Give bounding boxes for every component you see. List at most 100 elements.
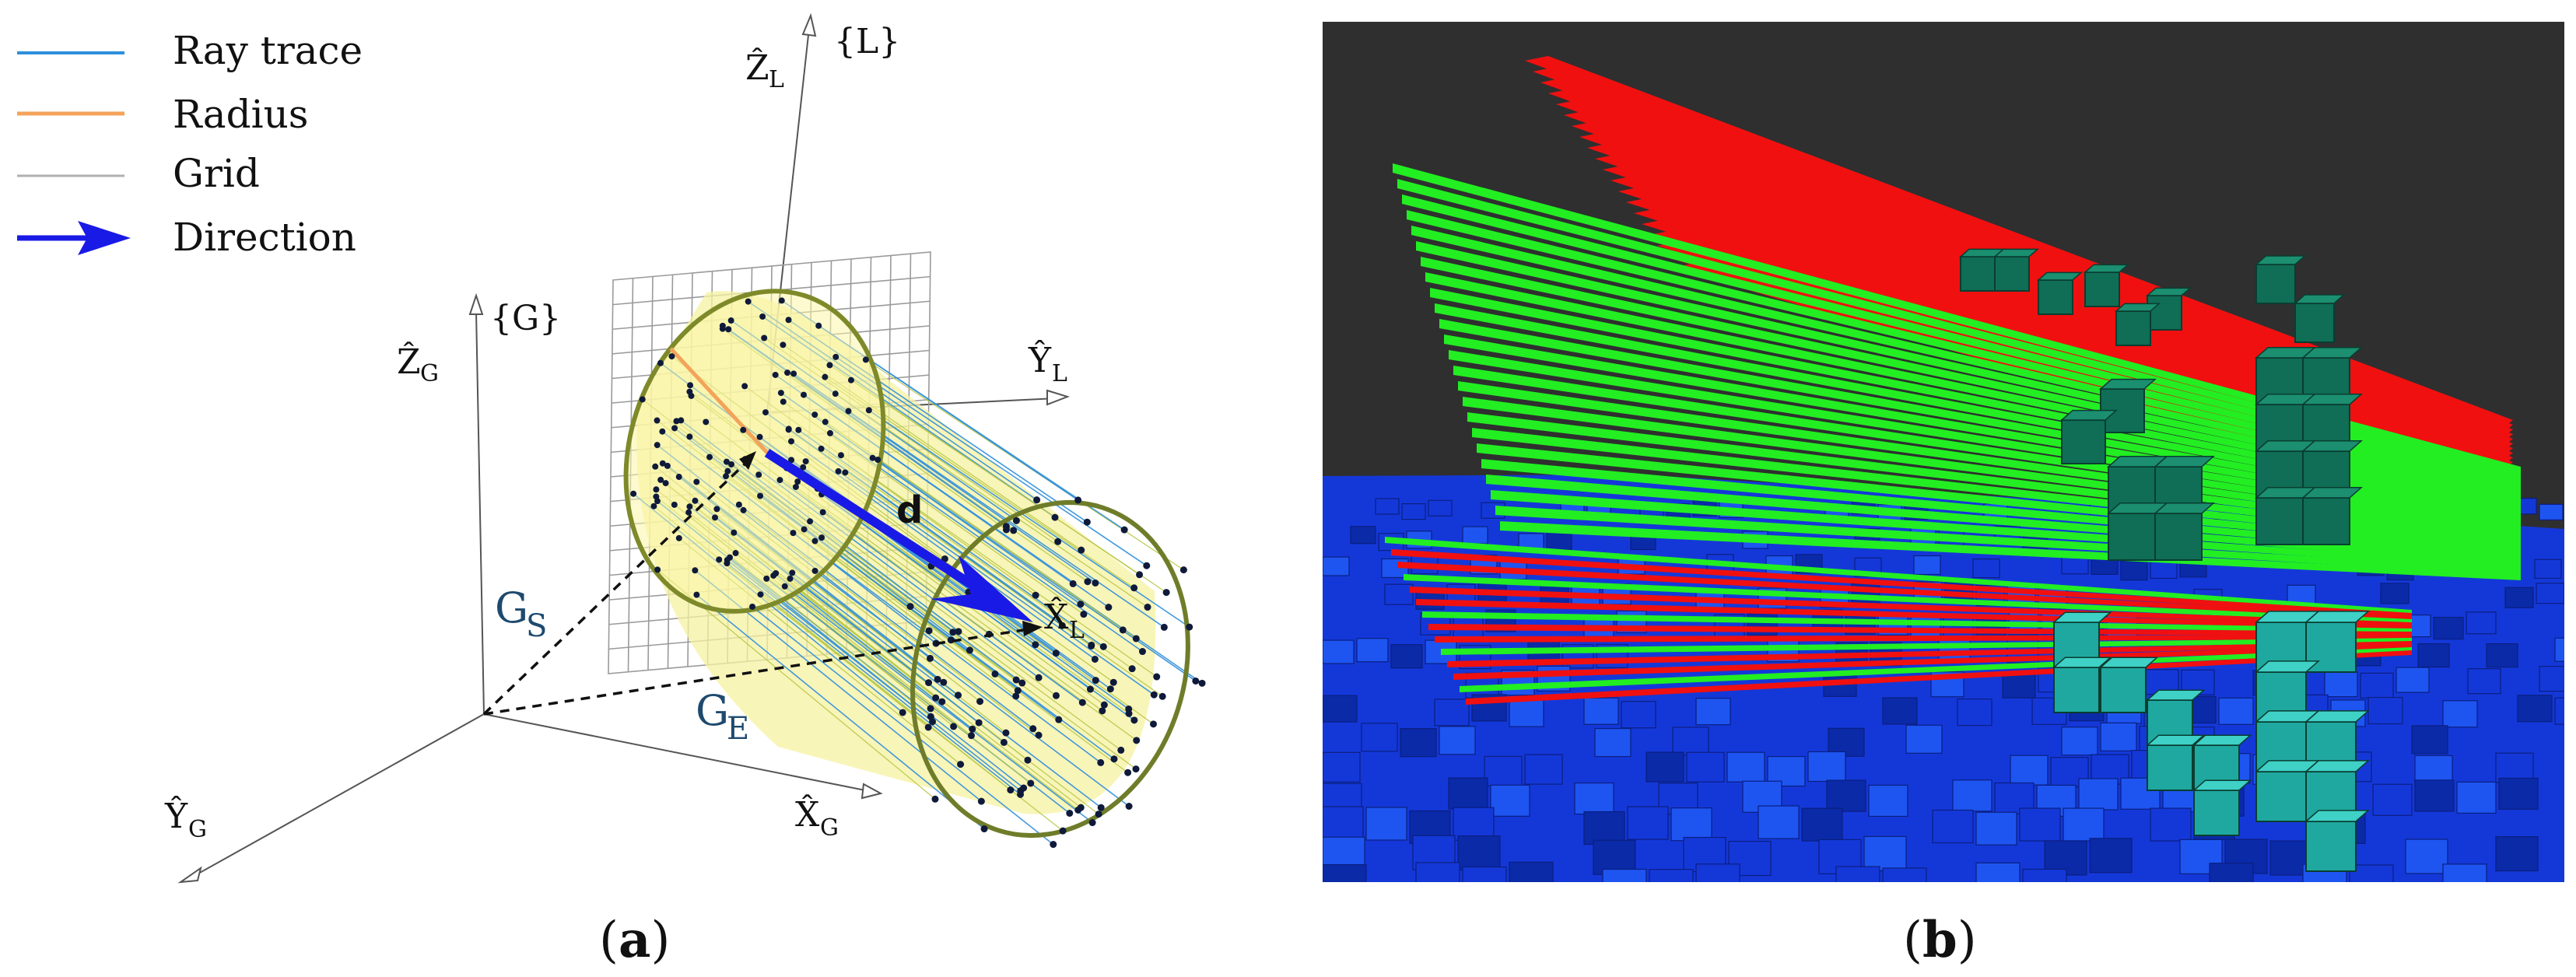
end-dot xyxy=(1133,737,1141,744)
ground-voxel xyxy=(1428,499,1453,517)
ground-voxel xyxy=(1621,701,1656,729)
end-dot xyxy=(1080,611,1088,618)
end-dot xyxy=(927,654,934,662)
start-dot xyxy=(794,478,801,485)
panel-b: (b) xyxy=(1323,22,2564,969)
ground-voxel xyxy=(1975,862,2020,882)
voxel-top xyxy=(2060,409,2118,421)
start-dot xyxy=(724,556,731,563)
svg-text:L: L xyxy=(769,66,784,93)
frame-g-label: {G} xyxy=(490,299,561,338)
ground-voxel xyxy=(2324,671,2358,698)
svg-text:Ŷ: Ŷ xyxy=(1028,339,1052,380)
end-dot xyxy=(1095,811,1102,818)
start-dot xyxy=(692,497,699,504)
start-dot xyxy=(784,369,791,376)
ground-voxel xyxy=(1913,555,1941,576)
start-dot xyxy=(845,408,852,415)
start-dot xyxy=(716,556,723,563)
start-dot xyxy=(832,353,839,360)
end-dot xyxy=(899,709,906,716)
start-dot xyxy=(869,454,876,461)
ground-voxel xyxy=(1462,526,1488,545)
ground-voxel xyxy=(1882,697,1918,725)
end-dot xyxy=(1086,685,1094,693)
ground-voxel xyxy=(1645,751,1684,783)
end-dot xyxy=(1117,746,1125,754)
ground-voxel xyxy=(1972,559,2000,579)
occupied-voxel xyxy=(2302,497,2350,545)
axis-label-xl: X̂ L xyxy=(1044,596,1085,644)
gs-arrowhead xyxy=(739,451,756,470)
start-dot xyxy=(815,322,822,329)
occupied-voxel xyxy=(2053,667,2100,713)
ground-voxel xyxy=(1672,727,1709,756)
voxel-top xyxy=(2192,734,2252,746)
ray-line xyxy=(815,570,1130,807)
ground-voxel xyxy=(1670,807,1712,842)
svg-text:G: G xyxy=(420,360,439,387)
legend-swatch-direction xyxy=(17,221,131,255)
start-dot xyxy=(811,538,818,545)
end-dot xyxy=(1052,692,1060,699)
end-dot xyxy=(1078,546,1085,554)
free-ray xyxy=(1393,163,2521,473)
start-dot xyxy=(847,376,854,383)
start-dot xyxy=(740,506,747,513)
axis-xg xyxy=(483,713,874,793)
ground-voxel xyxy=(2405,839,2448,874)
end-dot xyxy=(1012,676,1020,684)
caption-a: (a) xyxy=(599,911,670,969)
free-ray xyxy=(1495,506,2521,576)
end-dot xyxy=(1035,674,1043,681)
svg-text:G: G xyxy=(495,583,528,632)
end-dot xyxy=(1125,709,1133,717)
legend-label-grid: Grid xyxy=(173,151,260,196)
free-ray xyxy=(1449,350,2521,529)
ge-label: G E xyxy=(696,686,749,747)
start-dot xyxy=(862,356,869,363)
occupied-voxel xyxy=(2193,790,2240,836)
start-dot xyxy=(874,457,881,464)
ground-voxel xyxy=(1448,777,1488,810)
end-dot xyxy=(969,725,976,733)
ground-voxel xyxy=(1462,866,1507,882)
position-vectors xyxy=(482,457,1034,716)
ground-voxel xyxy=(1994,782,2035,815)
free-ray xyxy=(1458,381,2521,538)
start-dot xyxy=(801,526,808,533)
end-dot xyxy=(1012,692,1020,700)
voxel-top xyxy=(2099,657,2159,668)
ray-line xyxy=(829,432,1143,653)
start-dot xyxy=(725,326,732,333)
end-dot xyxy=(1125,802,1133,810)
ground-voxel xyxy=(1490,784,1530,817)
end-dot xyxy=(1198,679,1206,687)
ground-voxel xyxy=(1952,779,1992,812)
ground-voxel xyxy=(1905,724,1943,754)
start-dot xyxy=(713,506,720,513)
occupied-voxel xyxy=(1994,256,2030,292)
end-dot xyxy=(1179,566,1187,574)
voxel-top xyxy=(2301,347,2363,359)
ground-voxel xyxy=(2433,616,2464,640)
ground-voxel xyxy=(1807,751,1846,783)
start-dot xyxy=(728,460,735,467)
ground-voxel xyxy=(1649,869,1694,882)
start-dot xyxy=(761,334,768,341)
free-ray xyxy=(1407,210,2521,487)
end-dot xyxy=(1132,765,1140,773)
start-dot xyxy=(832,390,839,397)
start-dot xyxy=(787,575,794,582)
end-dot xyxy=(1032,591,1039,599)
ground-voxel xyxy=(1400,728,1437,758)
start-dot xyxy=(692,567,699,574)
ray-lower xyxy=(1447,641,2412,667)
ground-voxel xyxy=(2456,781,2497,814)
start-dot xyxy=(826,362,833,369)
ground-voxel xyxy=(1323,863,1367,882)
panel-a: Ray trace Radius Grid Direction xyxy=(17,12,1206,969)
ground-voxel xyxy=(1835,866,1880,882)
voxel-top xyxy=(2304,611,2370,623)
